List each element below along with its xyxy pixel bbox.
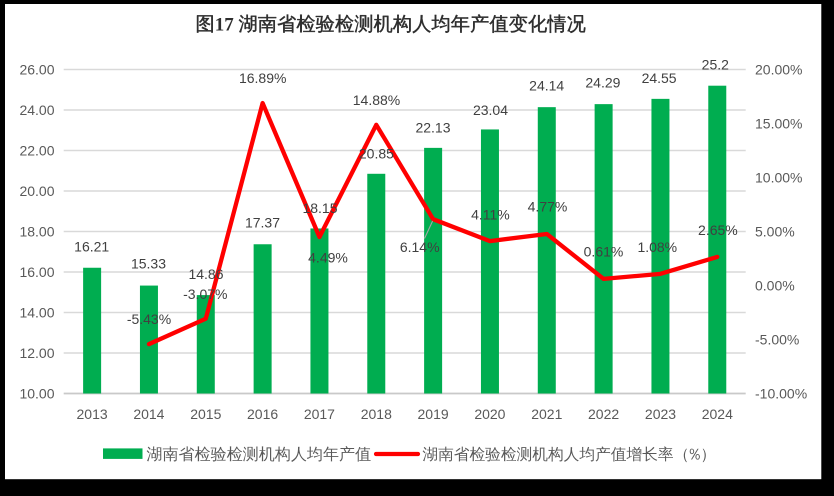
svg-text:5.00%: 5.00% <box>755 224 795 240</box>
svg-text:2023: 2023 <box>645 406 676 422</box>
svg-text:25.2: 25.2 <box>702 57 729 73</box>
svg-text:17.37: 17.37 <box>245 215 280 231</box>
svg-text:24.14: 24.14 <box>529 78 564 94</box>
svg-text:20.85: 20.85 <box>359 146 394 162</box>
svg-text:2.65%: 2.65% <box>698 222 738 238</box>
svg-text:20.00: 20.00 <box>19 183 54 199</box>
svg-text:16.89%: 16.89% <box>239 70 286 86</box>
svg-text:2013: 2013 <box>77 406 108 422</box>
svg-text:10.00%: 10.00% <box>755 170 802 186</box>
svg-text:2015: 2015 <box>190 406 221 422</box>
svg-text:-5.00%: -5.00% <box>755 332 799 348</box>
svg-text:2014: 2014 <box>133 406 164 422</box>
svg-text:-10.00%: -10.00% <box>755 386 807 402</box>
svg-text:-5.43%: -5.43% <box>127 311 171 327</box>
svg-text:2019: 2019 <box>418 406 449 422</box>
svg-text:24.29: 24.29 <box>585 75 620 91</box>
svg-text:26.00: 26.00 <box>19 62 54 78</box>
svg-text:14.86: 14.86 <box>188 266 223 282</box>
svg-text:24.00: 24.00 <box>19 102 54 118</box>
svg-text:4.49%: 4.49% <box>308 250 348 266</box>
svg-text:22.00: 22.00 <box>19 143 54 159</box>
svg-text:2021: 2021 <box>531 406 562 422</box>
svg-text:0.61%: 0.61% <box>584 243 624 259</box>
svg-text:1.08%: 1.08% <box>637 239 677 255</box>
svg-text:14.88%: 14.88% <box>353 92 400 108</box>
svg-text:12.00: 12.00 <box>19 345 54 361</box>
svg-text:2017: 2017 <box>304 406 335 422</box>
svg-text:2022: 2022 <box>588 406 619 422</box>
svg-text:15.00%: 15.00% <box>755 116 802 132</box>
svg-text:20.00%: 20.00% <box>755 62 802 78</box>
svg-text:2018: 2018 <box>361 406 392 422</box>
svg-text:6.14%: 6.14% <box>400 239 440 255</box>
svg-text:-3.07%: -3.07% <box>183 286 227 302</box>
svg-text:10.00: 10.00 <box>19 386 54 402</box>
svg-text:16.21: 16.21 <box>74 239 109 255</box>
svg-text:24.55: 24.55 <box>642 70 677 86</box>
svg-text:2016: 2016 <box>247 406 278 422</box>
svg-text:17: 17 <box>215 14 235 35</box>
svg-text:23.04: 23.04 <box>473 102 508 118</box>
svg-text:14.00: 14.00 <box>19 305 54 321</box>
svg-text:18.15: 18.15 <box>302 200 337 216</box>
svg-text:4.77%: 4.77% <box>528 199 568 215</box>
svg-text:18.00: 18.00 <box>19 224 54 240</box>
svg-text:2024: 2024 <box>702 406 733 422</box>
svg-text:4.11%: 4.11% <box>471 206 510 222</box>
svg-text:0.00%: 0.00% <box>755 278 795 294</box>
svg-text:2020: 2020 <box>474 406 505 422</box>
svg-text:15.33: 15.33 <box>131 256 166 272</box>
svg-text:22.13: 22.13 <box>415 120 450 136</box>
svg-text:16.00: 16.00 <box>19 264 54 280</box>
